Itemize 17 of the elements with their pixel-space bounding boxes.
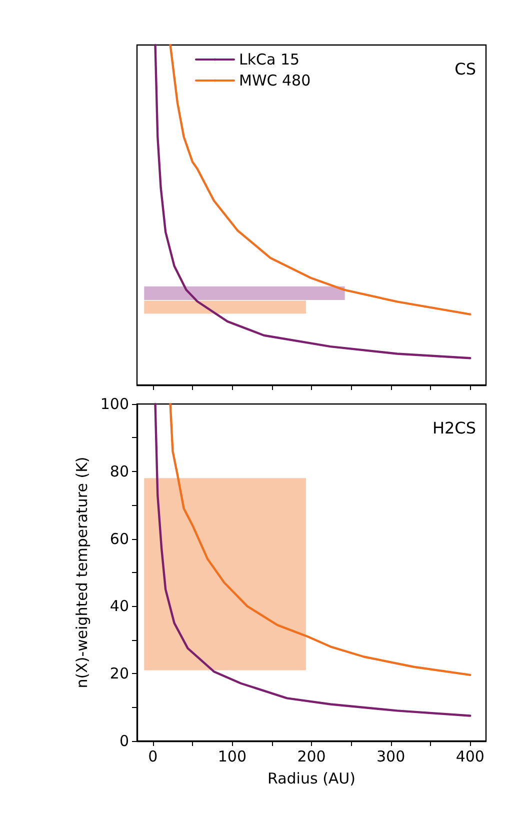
- x-tick-label: 400: [456, 748, 484, 766]
- y-axis-title: n(X)-weighted temperature (K): [72, 456, 91, 688]
- y-tick-label: 0: [119, 732, 129, 750]
- y-tick-label: 80: [110, 462, 129, 480]
- y-tick-label: 20: [110, 664, 129, 683]
- x-tick-label: 200: [297, 748, 326, 766]
- y-tick-label: 40: [110, 597, 129, 616]
- legend-label: LkCa 15: [239, 50, 300, 68]
- y-tick-label: 100: [100, 395, 129, 413]
- x-axis-title: Radius (AU): [267, 770, 356, 788]
- legend-label: MWC 480: [239, 72, 311, 90]
- x-tick-label: 300: [376, 748, 406, 766]
- x-tick-label: 100: [218, 748, 246, 766]
- annotation: H2CS: [432, 418, 476, 438]
- annotation: CS: [454, 60, 476, 78]
- x-tick-label: 0: [148, 748, 158, 766]
- y-tick-label: 60: [110, 530, 129, 548]
